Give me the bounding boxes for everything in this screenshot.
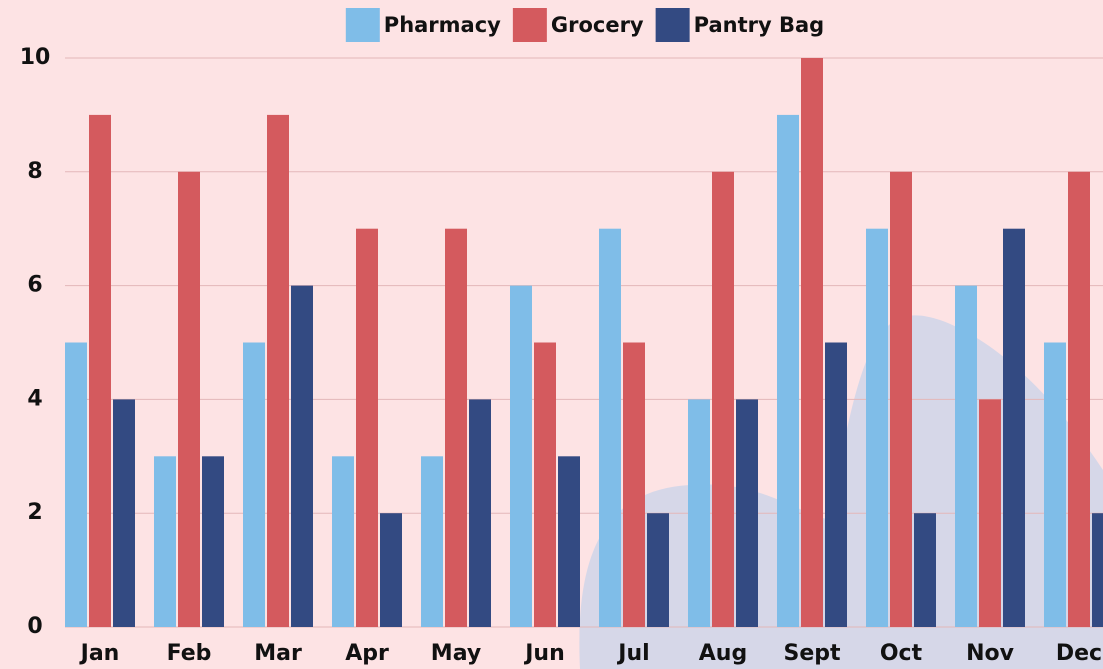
bar <box>510 285 532 627</box>
bar <box>890 171 912 628</box>
plot-area: 0 2 4 6 8 10 Jan Feb Mar Apr May Jun Jul Aug Sept Oct No… <box>20 45 1103 666</box>
bar <box>154 456 176 627</box>
x-tick-label: Feb <box>167 641 212 666</box>
bar <box>558 456 580 627</box>
bar <box>914 513 936 627</box>
bar <box>712 171 734 628</box>
bar <box>178 171 200 628</box>
y-tick-label: 4 <box>27 386 42 411</box>
y-tick-label: 2 <box>27 500 42 525</box>
legend-label: Pharmacy <box>384 13 501 37</box>
x-tick-label: Jan <box>79 641 120 666</box>
y-tick-label: 6 <box>27 273 42 298</box>
bar <box>469 399 491 627</box>
bar <box>1092 513 1103 627</box>
y-tick-label: 0 <box>27 614 42 639</box>
y-tick-label: 8 <box>27 159 42 184</box>
bar <box>955 285 977 627</box>
bar <box>1068 171 1090 628</box>
bar <box>421 456 443 627</box>
bar <box>243 342 265 627</box>
x-tick-label: Oct <box>880 641 923 666</box>
legend-swatch <box>655 8 690 42</box>
bar <box>825 342 847 627</box>
x-tick-label: May <box>431 641 481 666</box>
legend-label: Grocery <box>551 13 644 37</box>
bar <box>356 228 378 627</box>
y-tick-label: 10 <box>20 45 51 70</box>
bar <box>736 399 758 627</box>
bar <box>866 228 888 627</box>
bar <box>113 399 135 627</box>
x-tick-label: Jun <box>523 641 565 666</box>
bar <box>979 399 1001 627</box>
x-tick-label: Mar <box>254 641 302 666</box>
bar <box>801 58 823 627</box>
bar <box>332 456 354 627</box>
bar <box>647 513 669 627</box>
bar <box>291 285 313 627</box>
x-tick-label: Apr <box>345 641 389 666</box>
bar <box>89 114 111 627</box>
x-tick-label: Nov <box>966 641 1015 666</box>
x-tick-label: Dec <box>1056 641 1102 666</box>
bar <box>1003 228 1025 627</box>
x-tick-label: Jul <box>616 641 649 666</box>
bar <box>65 342 87 627</box>
legend: Pharmacy Grocery Pantry Bag <box>345 8 825 42</box>
bar <box>1044 342 1066 627</box>
x-tick-label: Aug <box>699 641 747 666</box>
legend-swatch <box>512 8 547 42</box>
legend-swatch <box>345 8 380 42</box>
bar <box>267 114 289 627</box>
bar <box>623 342 645 627</box>
x-tick-label: Sept <box>783 641 841 666</box>
bar <box>599 228 621 627</box>
bar <box>445 228 467 627</box>
legend-label: Pantry Bag <box>694 13 825 37</box>
bar <box>202 456 224 627</box>
bar <box>534 342 556 627</box>
bar <box>688 399 710 627</box>
bar <box>777 114 799 627</box>
bar <box>380 513 402 627</box>
